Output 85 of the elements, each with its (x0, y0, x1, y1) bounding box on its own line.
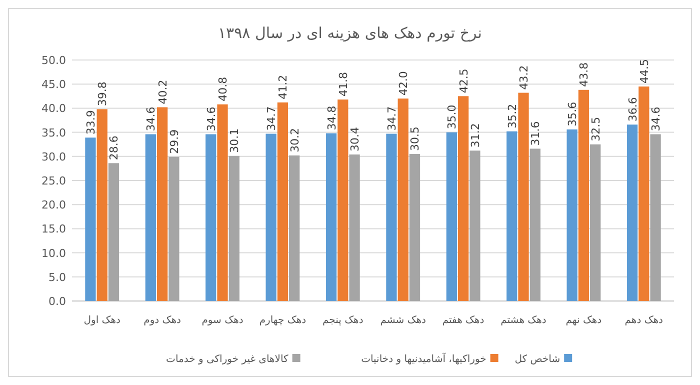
bar (409, 154, 420, 301)
bar (338, 100, 348, 301)
y-tick-label: 45.0 (42, 78, 66, 92)
legend-label: کالاهای غیر خوراکی و خدمات (166, 354, 289, 365)
bar (530, 148, 540, 301)
data-label: 28.6 (108, 136, 121, 160)
data-label: 43.8 (578, 62, 591, 87)
y-tick-label: 0.0 (48, 295, 66, 308)
bar (289, 155, 300, 301)
data-label: 35.6 (566, 102, 580, 126)
data-label: 31.2 (468, 123, 482, 148)
bar (470, 150, 480, 301)
bar (398, 98, 408, 301)
bar (145, 134, 156, 301)
data-label: 35.0 (446, 104, 459, 130)
data-label: 34.7 (265, 106, 278, 131)
data-label: 34.7 (385, 106, 398, 131)
x-tick-label: دهک نهم (566, 315, 602, 326)
bar (638, 86, 650, 301)
data-label: 35.2 (506, 104, 519, 128)
x-tick-label: دهک ششم (380, 315, 426, 326)
bar (96, 109, 108, 301)
x-tick-label: دهک سوم (202, 315, 244, 326)
data-label: 30.1 (228, 128, 242, 153)
x-tick-label: دهک دهم (624, 315, 664, 326)
y-tick-label: 25.0 (42, 174, 66, 188)
bar (518, 92, 529, 301)
y-tick-label: 15.0 (42, 222, 66, 236)
bar (446, 132, 457, 301)
y-tick-label: 30.0 (42, 150, 66, 164)
data-label: 44.5 (638, 59, 651, 84)
x-tick-label: دهک اول (84, 315, 120, 326)
bar (277, 102, 288, 301)
data-label: 36.6 (626, 97, 640, 122)
y-tick-label: 10.0 (42, 246, 66, 260)
bar (386, 134, 397, 301)
bar (578, 90, 590, 301)
data-label: 41.8 (336, 72, 350, 97)
x-tick-label: دهک دوم (144, 315, 181, 326)
data-label: 31.6 (529, 121, 542, 146)
legend-label: شاخص کل (514, 354, 560, 365)
bar (206, 134, 216, 301)
data-label: 30.2 (288, 128, 302, 152)
bar (168, 156, 180, 301)
bar (566, 129, 578, 301)
data-label: 42.0 (397, 71, 410, 96)
bar (217, 104, 228, 301)
data-label: 32.5 (589, 116, 602, 142)
data-label: 30.4 (348, 126, 362, 152)
data-label: 42.5 (457, 68, 470, 94)
bar (506, 131, 518, 301)
bar (228, 156, 240, 301)
bar (590, 144, 601, 301)
x-tick-label: دهک پنجم (322, 315, 364, 326)
bar (266, 134, 276, 301)
x-tick-label: دهک هفتم (442, 315, 484, 326)
data-label: 39.8 (96, 82, 110, 106)
y-tick-label: 35.0 (42, 126, 66, 140)
data-label: 40.8 (216, 76, 230, 102)
bar (650, 134, 661, 301)
x-tick-label: دهک چهارم (259, 315, 306, 326)
data-label: 34.6 (144, 106, 158, 132)
data-label: 43.2 (518, 65, 530, 90)
y-tick-label: 5.0 (48, 270, 66, 284)
bar (349, 154, 360, 301)
data-label: 34.6 (204, 106, 218, 132)
bar (156, 107, 168, 301)
data-label: 41.2 (276, 74, 290, 100)
legend-label: خوراکیها، آشامیدنیها و دخانیات (361, 352, 486, 365)
chart-title: نرخ تورم دهک های هزینه ای در سال ۱۳۹۸ (218, 24, 482, 42)
data-label: 40.2 (156, 80, 170, 104)
y-tick-label: 20.0 (42, 198, 66, 212)
data-label: 34.8 (325, 106, 338, 130)
y-tick-label: 50.0 (42, 54, 66, 67)
data-label: 34.6 (650, 106, 663, 132)
data-label: 33.9 (84, 110, 98, 135)
data-label: 29.9 (168, 129, 181, 154)
bar (626, 124, 638, 301)
y-tick-label: 40.0 (42, 102, 66, 116)
bar (85, 138, 96, 301)
bar (326, 133, 337, 301)
bar (108, 163, 120, 301)
bar (458, 96, 469, 301)
x-tick-label: دهک هشتم (500, 315, 546, 326)
data-label: 30.5 (408, 126, 422, 151)
